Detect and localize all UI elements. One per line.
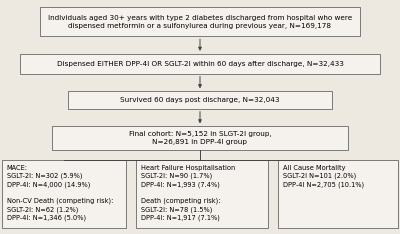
FancyBboxPatch shape: [68, 91, 332, 109]
Text: Individuals aged 30+ years with type 2 diabetes discharged from hospital who wer: Individuals aged 30+ years with type 2 d…: [48, 15, 352, 29]
Text: All Cause Mortality
SGLT-2I N=101 (2.0%)
DPP-4I N=2,705 (10.1%): All Cause Mortality SGLT-2I N=101 (2.0%)…: [283, 165, 364, 187]
Text: Dispensed EITHER DPP-4I OR SGLT-2I within 60 days after discharge, N=32,433: Dispensed EITHER DPP-4I OR SGLT-2I withi…: [56, 61, 344, 67]
FancyBboxPatch shape: [40, 7, 360, 36]
Text: Final cohort: N=5,152 in SLGT-2I group,
N=26,891 in DPP-4I group: Final cohort: N=5,152 in SLGT-2I group, …: [129, 131, 271, 145]
FancyBboxPatch shape: [2, 160, 126, 228]
FancyBboxPatch shape: [278, 160, 398, 228]
FancyBboxPatch shape: [136, 160, 268, 228]
Text: Heart Failure Hospitalisation
SGLT-2I: N=90 (1.7%)
DPP-4I: N=1,993 (7.4%)

Death: Heart Failure Hospitalisation SGLT-2I: N…: [141, 165, 235, 221]
Text: Survived 60 days post discharge, N=32,043: Survived 60 days post discharge, N=32,04…: [120, 97, 280, 103]
FancyBboxPatch shape: [52, 126, 348, 150]
Text: MACE:
SGLT-2I: N=302 (5.9%)
DPP-4I: N=4,000 (14.9%)

Non-CV Death (competing ris: MACE: SGLT-2I: N=302 (5.9%) DPP-4I: N=4,…: [7, 165, 113, 221]
FancyBboxPatch shape: [20, 54, 380, 74]
